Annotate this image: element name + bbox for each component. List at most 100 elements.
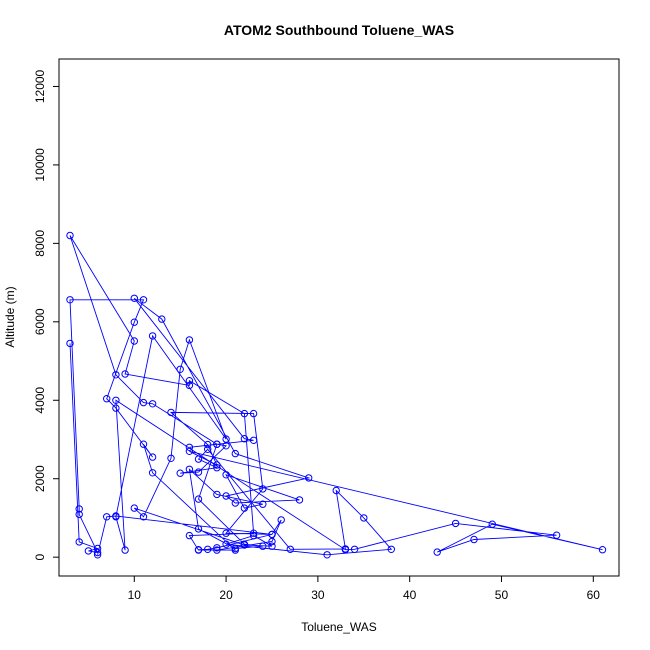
data-point bbox=[387, 545, 395, 553]
data-point bbox=[66, 296, 74, 304]
data-point bbox=[148, 453, 157, 461]
x-axis: 10 20 30 40 50 60 bbox=[128, 576, 601, 602]
data-point bbox=[112, 396, 120, 404]
data-point bbox=[103, 513, 111, 521]
data-point bbox=[305, 474, 313, 482]
data-point bbox=[598, 546, 607, 554]
data-point bbox=[341, 546, 350, 554]
data-point bbox=[222, 529, 230, 537]
x-tick-label: 30 bbox=[311, 588, 325, 602]
y-tick-label: 10000 bbox=[33, 148, 47, 182]
y-tick-label: 4000 bbox=[33, 387, 47, 414]
data-point bbox=[112, 371, 120, 379]
y-tick-label: 2000 bbox=[33, 465, 47, 492]
x-axis-label: Toluene_WAS bbox=[301, 620, 377, 634]
x-tick-label: 60 bbox=[587, 588, 601, 602]
data-point bbox=[130, 294, 139, 302]
series-layer bbox=[66, 231, 607, 559]
data-point bbox=[213, 440, 221, 448]
y-tick-label: 12000 bbox=[33, 69, 47, 103]
data-point bbox=[139, 440, 148, 448]
y-axis-label: Altitude (m) bbox=[3, 286, 17, 347]
data-point bbox=[249, 436, 258, 444]
x-tick-label: 20 bbox=[219, 588, 233, 602]
data-point bbox=[350, 545, 359, 553]
data-point bbox=[185, 447, 194, 455]
data-point bbox=[194, 468, 203, 476]
data-point bbox=[277, 516, 285, 524]
data-point bbox=[240, 435, 249, 443]
data-point bbox=[75, 538, 83, 546]
data-point bbox=[204, 545, 212, 553]
data-point bbox=[231, 499, 240, 507]
data-point bbox=[66, 231, 74, 240]
data-point bbox=[259, 500, 267, 508]
data-point bbox=[249, 529, 258, 537]
data-point bbox=[204, 445, 212, 453]
data-point bbox=[213, 464, 221, 472]
data-point bbox=[213, 544, 221, 552]
data-point bbox=[185, 381, 194, 390]
data-point bbox=[240, 504, 249, 512]
data-point bbox=[185, 531, 194, 540]
data-point bbox=[176, 365, 184, 373]
data-point bbox=[121, 370, 129, 378]
chart-title: ATOM2 Southbound Toluene_WAS bbox=[224, 22, 454, 38]
data-point bbox=[103, 395, 111, 403]
series-line bbox=[69, 235, 603, 556]
data-point bbox=[433, 548, 441, 556]
x-tick-label: 40 bbox=[403, 588, 417, 602]
data-point bbox=[231, 449, 240, 458]
x-tick-label: 10 bbox=[128, 588, 142, 602]
plot-frame bbox=[58, 58, 620, 577]
data-point bbox=[268, 542, 276, 550]
data-point bbox=[112, 512, 120, 520]
data-point bbox=[268, 537, 276, 546]
data-point bbox=[139, 296, 148, 304]
data-point bbox=[185, 465, 194, 473]
data-point bbox=[213, 546, 221, 554]
data-point bbox=[552, 531, 561, 539]
data-point bbox=[249, 409, 258, 418]
data-point bbox=[332, 486, 340, 495]
data-point bbox=[231, 544, 240, 553]
y-tick-label: 6000 bbox=[33, 308, 47, 335]
data-point bbox=[488, 520, 496, 528]
data-point bbox=[323, 551, 331, 559]
data-point bbox=[222, 435, 230, 443]
data-point bbox=[121, 546, 129, 554]
data-point bbox=[470, 535, 478, 544]
data-point bbox=[213, 490, 221, 499]
data-point bbox=[66, 339, 74, 348]
data-point bbox=[148, 332, 157, 340]
data-point bbox=[130, 504, 139, 512]
data-point bbox=[130, 337, 139, 345]
data-point bbox=[75, 510, 83, 519]
data-point bbox=[259, 485, 267, 493]
data-point bbox=[139, 398, 148, 407]
data-point bbox=[213, 461, 221, 469]
y-tick-label: 8000 bbox=[33, 230, 47, 257]
data-point bbox=[167, 454, 175, 462]
data-point bbox=[240, 409, 249, 418]
data-point bbox=[167, 408, 175, 417]
data-point bbox=[268, 530, 276, 539]
y-axis: 0 2000 4000 6000 8000 10000 12000 bbox=[33, 69, 59, 561]
data-point bbox=[222, 471, 230, 479]
data-point bbox=[93, 551, 102, 559]
data-point bbox=[112, 404, 120, 412]
data-point bbox=[185, 443, 194, 451]
data-point bbox=[148, 469, 157, 477]
data-point bbox=[259, 542, 267, 550]
data-point bbox=[185, 377, 194, 385]
data-point bbox=[185, 336, 194, 344]
data-point bbox=[451, 519, 460, 528]
data-point bbox=[222, 492, 230, 500]
data-point bbox=[194, 495, 203, 503]
data-point bbox=[176, 469, 184, 477]
data-point bbox=[249, 531, 258, 540]
data-point bbox=[194, 455, 203, 463]
data-point bbox=[139, 513, 148, 521]
y-tick-label: 0 bbox=[33, 554, 47, 561]
